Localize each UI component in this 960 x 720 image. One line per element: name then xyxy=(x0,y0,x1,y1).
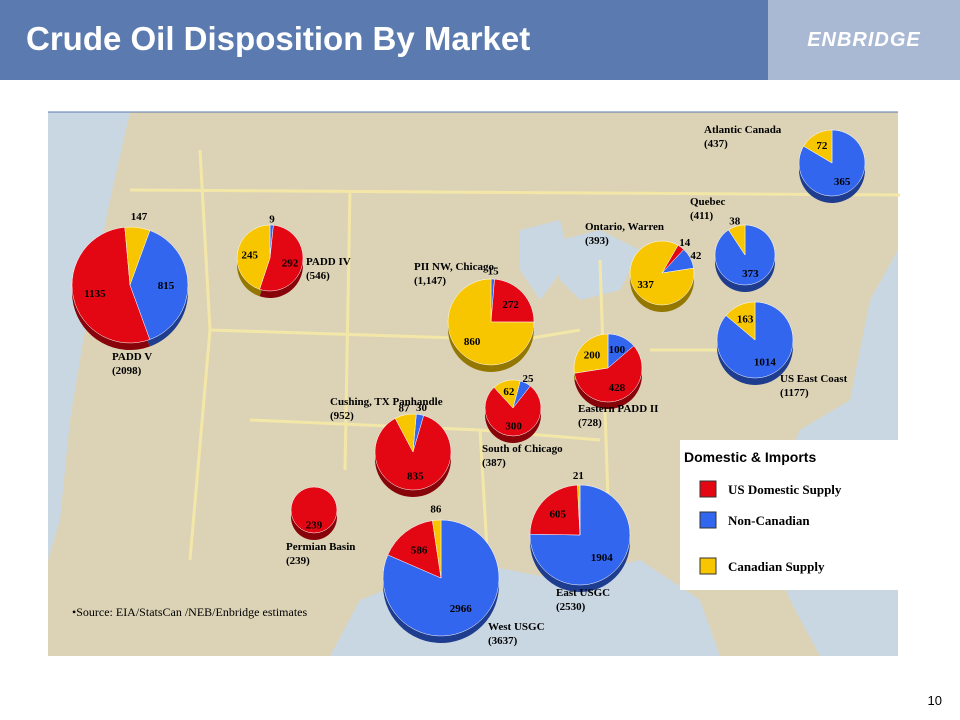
market-total: (728) xyxy=(578,417,602,429)
slice-label: 835 xyxy=(407,470,424,482)
pie-slice xyxy=(725,301,756,341)
market-total: (1,147) xyxy=(414,275,446,287)
slice-label: 300 xyxy=(505,420,522,432)
market-name: South of Chicago xyxy=(482,443,563,455)
market-name: Cushing, TX Panhandle xyxy=(330,396,443,408)
pie-slice xyxy=(484,385,542,437)
slice-label: 62 xyxy=(503,386,515,398)
legend-label: US Domestic Supply xyxy=(728,482,842,497)
market-total: (411) xyxy=(690,210,714,222)
source: •Source: EIA/StatsCan /NEB/Enbridge esti… xyxy=(72,605,307,619)
slice-label: 1135 xyxy=(84,288,106,300)
market-name: West USGC xyxy=(488,621,545,633)
market-name: US East Coast xyxy=(780,373,848,385)
slice-label: 337 xyxy=(637,279,654,291)
title: Crude Oil Disposition By Market xyxy=(26,20,531,57)
market-name: Atlantic Canada xyxy=(704,124,782,136)
pie-slice xyxy=(529,484,631,586)
pie-slice xyxy=(728,224,746,256)
pie-slice xyxy=(629,240,695,306)
market-total: (3637) xyxy=(488,635,518,647)
slice-label: 365 xyxy=(834,176,851,188)
pie-slice xyxy=(432,519,442,579)
market-name: Ontario, Warren xyxy=(585,221,664,233)
slice-label: 21 xyxy=(573,470,584,482)
market-name: PADD V xyxy=(112,351,152,363)
pie-slice xyxy=(803,129,833,164)
market-total: (437) xyxy=(704,138,728,150)
slice-label: 586 xyxy=(411,544,428,556)
legend-label: Canadian Supply xyxy=(728,559,825,574)
pie-slice xyxy=(493,379,521,409)
pie-slice xyxy=(259,224,304,292)
slice-label: 9 xyxy=(269,213,275,225)
slice-label: 200 xyxy=(584,349,601,361)
pie-slice xyxy=(490,278,535,323)
pie-slice xyxy=(387,520,442,579)
market-total: (2098) xyxy=(112,365,142,377)
pie-slice xyxy=(529,484,581,536)
slice-label: 100 xyxy=(609,344,626,356)
ocean xyxy=(48,112,130,560)
market-name: Permian Basin xyxy=(286,541,355,553)
logo: ENBRIDGE xyxy=(768,0,960,80)
pie-slice xyxy=(447,278,535,366)
legend-title: Domestic & Imports xyxy=(684,449,816,465)
slice-label: 815 xyxy=(158,280,175,292)
slice-label: 25 xyxy=(523,373,535,385)
page-number: 10 xyxy=(927,693,942,708)
header: Crude Oil Disposition By Market xyxy=(0,0,768,80)
pie-slice xyxy=(577,484,581,536)
slice-label: 42 xyxy=(690,250,702,262)
slice-label: 292 xyxy=(282,257,299,269)
slice-label: 30 xyxy=(416,402,428,414)
slice-label: 72 xyxy=(816,140,828,152)
pie-slice xyxy=(573,333,609,374)
pie-slice xyxy=(374,415,452,491)
pie-slice xyxy=(129,230,189,340)
legend-swatch xyxy=(699,557,717,575)
market-name: PII NW, Chicago xyxy=(414,261,494,273)
pie-slice xyxy=(71,226,151,344)
slice-label: 163 xyxy=(737,314,754,326)
slice-label: 87 xyxy=(398,402,410,414)
market-name: Quebec xyxy=(690,196,726,208)
market-total: (2530) xyxy=(556,601,586,613)
market-name: Eastern PADD II xyxy=(578,403,658,415)
pie-slice xyxy=(236,224,271,290)
slice-label: 147 xyxy=(131,211,148,223)
slice-label: 272 xyxy=(502,299,519,311)
slice-label: 2966 xyxy=(450,603,473,615)
slice-label: 15 xyxy=(488,265,500,277)
slice-label: 373 xyxy=(742,268,759,280)
market-total: (952) xyxy=(330,410,354,422)
slice-label: 605 xyxy=(549,508,566,520)
pie-slice xyxy=(394,413,417,453)
slice-label: 245 xyxy=(242,250,259,262)
slice-label: 239 xyxy=(306,519,323,531)
market-total: (546) xyxy=(306,270,330,282)
slice-label: 14 xyxy=(679,237,691,249)
legend-swatch xyxy=(699,511,717,529)
market-name: PADD IV xyxy=(306,256,351,268)
slice-label: 38 xyxy=(729,216,741,228)
slice-label: 86 xyxy=(430,504,442,516)
market-total: (393) xyxy=(585,235,609,247)
slice-label: 428 xyxy=(609,382,626,394)
slice-label: 1014 xyxy=(754,356,777,368)
pie-slice xyxy=(574,345,643,403)
legend-swatch xyxy=(699,480,717,498)
lakes xyxy=(520,220,640,300)
slice-label: 1904 xyxy=(591,552,614,564)
market-name: East USGC xyxy=(556,587,610,599)
market-total: (1177) xyxy=(780,387,809,399)
legend-label: Non-Canadian xyxy=(728,513,810,528)
market-total: (239) xyxy=(286,555,310,567)
slice-label: 860 xyxy=(464,336,481,348)
pie-slice xyxy=(290,486,338,534)
market-total: (387) xyxy=(482,457,506,469)
